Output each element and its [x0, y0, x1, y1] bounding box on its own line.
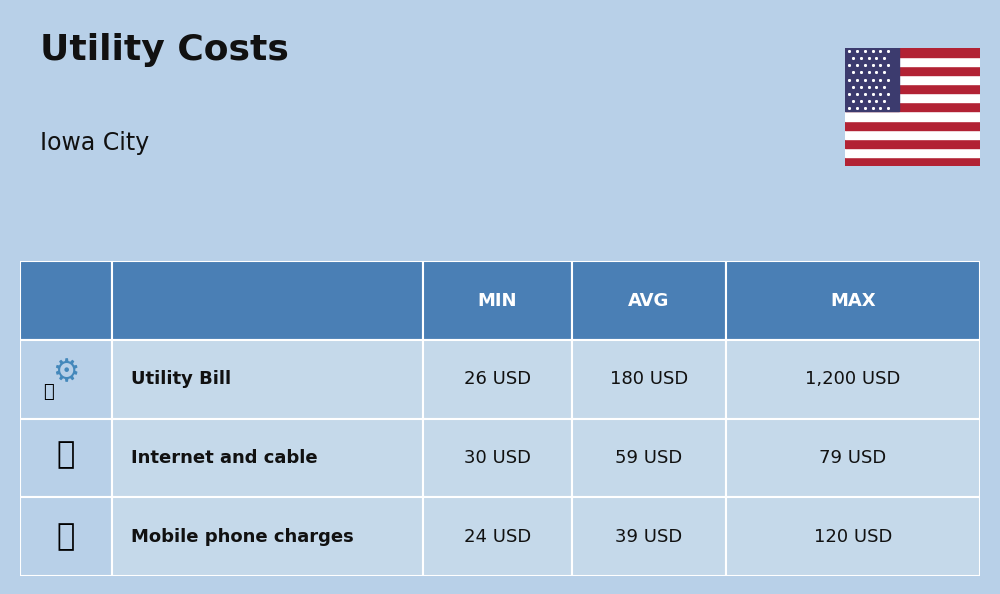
- Text: 79 USD: 79 USD: [819, 449, 886, 467]
- Text: 📱: 📱: [57, 522, 75, 551]
- Text: MAX: MAX: [830, 292, 876, 309]
- Text: 26 USD: 26 USD: [464, 371, 531, 388]
- Text: MIN: MIN: [478, 292, 517, 309]
- Bar: [845, 84, 980, 93]
- Bar: [845, 139, 980, 148]
- FancyBboxPatch shape: [726, 340, 980, 419]
- Bar: [845, 102, 980, 112]
- Text: 30 USD: 30 USD: [464, 449, 531, 467]
- FancyBboxPatch shape: [20, 419, 112, 498]
- Bar: [845, 157, 980, 166]
- FancyBboxPatch shape: [112, 498, 423, 576]
- FancyBboxPatch shape: [423, 498, 572, 576]
- Bar: [845, 93, 980, 102]
- Bar: [845, 75, 980, 84]
- Bar: [845, 48, 899, 112]
- FancyBboxPatch shape: [726, 419, 980, 498]
- Text: 📡: 📡: [57, 441, 75, 469]
- FancyBboxPatch shape: [20, 340, 112, 419]
- Bar: [845, 56, 980, 66]
- Text: 24 USD: 24 USD: [464, 528, 531, 546]
- Bar: [845, 148, 980, 157]
- Text: 180 USD: 180 USD: [610, 371, 688, 388]
- Bar: [845, 48, 980, 56]
- Text: Internet and cable: Internet and cable: [131, 449, 318, 467]
- FancyBboxPatch shape: [572, 340, 726, 419]
- Text: Utility Bill: Utility Bill: [131, 371, 231, 388]
- Text: Mobile phone charges: Mobile phone charges: [131, 528, 354, 546]
- Bar: [845, 129, 980, 139]
- FancyBboxPatch shape: [726, 261, 980, 340]
- Text: ⚙: ⚙: [52, 359, 80, 388]
- Text: 39 USD: 39 USD: [615, 528, 682, 546]
- Text: Utility Costs: Utility Costs: [40, 33, 289, 67]
- Text: AVG: AVG: [628, 292, 669, 309]
- Text: Iowa City: Iowa City: [40, 131, 149, 154]
- FancyBboxPatch shape: [112, 261, 423, 340]
- FancyBboxPatch shape: [112, 419, 423, 498]
- FancyBboxPatch shape: [572, 419, 726, 498]
- FancyBboxPatch shape: [20, 498, 112, 576]
- FancyBboxPatch shape: [726, 498, 980, 576]
- FancyBboxPatch shape: [20, 261, 112, 340]
- FancyBboxPatch shape: [572, 498, 726, 576]
- FancyBboxPatch shape: [572, 261, 726, 340]
- Text: 1,200 USD: 1,200 USD: [805, 371, 900, 388]
- Bar: [845, 112, 980, 121]
- Text: 🔌: 🔌: [43, 383, 54, 401]
- Text: 120 USD: 120 USD: [814, 528, 892, 546]
- FancyBboxPatch shape: [423, 419, 572, 498]
- Text: 59 USD: 59 USD: [615, 449, 682, 467]
- FancyBboxPatch shape: [423, 340, 572, 419]
- Bar: [845, 121, 980, 129]
- FancyBboxPatch shape: [423, 261, 572, 340]
- FancyBboxPatch shape: [112, 340, 423, 419]
- Bar: [845, 66, 980, 75]
